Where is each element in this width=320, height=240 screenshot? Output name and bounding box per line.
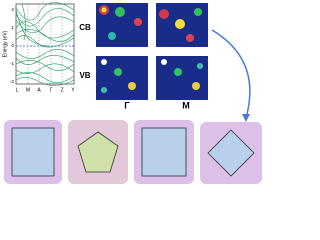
k-point-label: M bbox=[26, 87, 30, 93]
column-label: M bbox=[182, 100, 190, 110]
bands bbox=[15, 2, 75, 86]
y-tick-label: -2 bbox=[10, 79, 14, 84]
density-blobs bbox=[99, 5, 203, 93]
column-label: Γ bbox=[124, 100, 130, 110]
y-tick-label: -1 bbox=[10, 61, 14, 66]
crystal-structures bbox=[4, 120, 262, 184]
y-tick-label: 2 bbox=[11, 7, 14, 12]
density-maps: CB VB Γ M bbox=[79, 3, 208, 110]
k-lines bbox=[27, 4, 63, 84]
row-label: VB bbox=[79, 71, 90, 80]
cell bbox=[141, 127, 187, 177]
arrow-head bbox=[242, 114, 250, 122]
k-point-label: Z bbox=[60, 87, 63, 93]
cell bbox=[11, 127, 55, 177]
k-point-label: A bbox=[37, 87, 41, 93]
arrow bbox=[211, 29, 251, 119]
y-tick-label: 0 bbox=[11, 43, 14, 48]
k-point-label: Γ bbox=[50, 87, 53, 93]
cell bbox=[207, 129, 255, 177]
row-label: CB bbox=[79, 23, 91, 32]
y-axis-label: Energy (eV) bbox=[2, 30, 8, 57]
band-structure: Energy (eV) 2 1 0 -1 -2 L M A Γ Z Y bbox=[2, 2, 75, 93]
figure: Energy (eV) 2 1 0 -1 -2 L M A Γ Z Y CB VB Γ M bbox=[2, 2, 262, 184]
k-point-label: L bbox=[16, 87, 19, 93]
k-point-label: Y bbox=[71, 87, 75, 93]
y-tick-label: 1 bbox=[11, 25, 14, 30]
cell bbox=[77, 131, 119, 173]
